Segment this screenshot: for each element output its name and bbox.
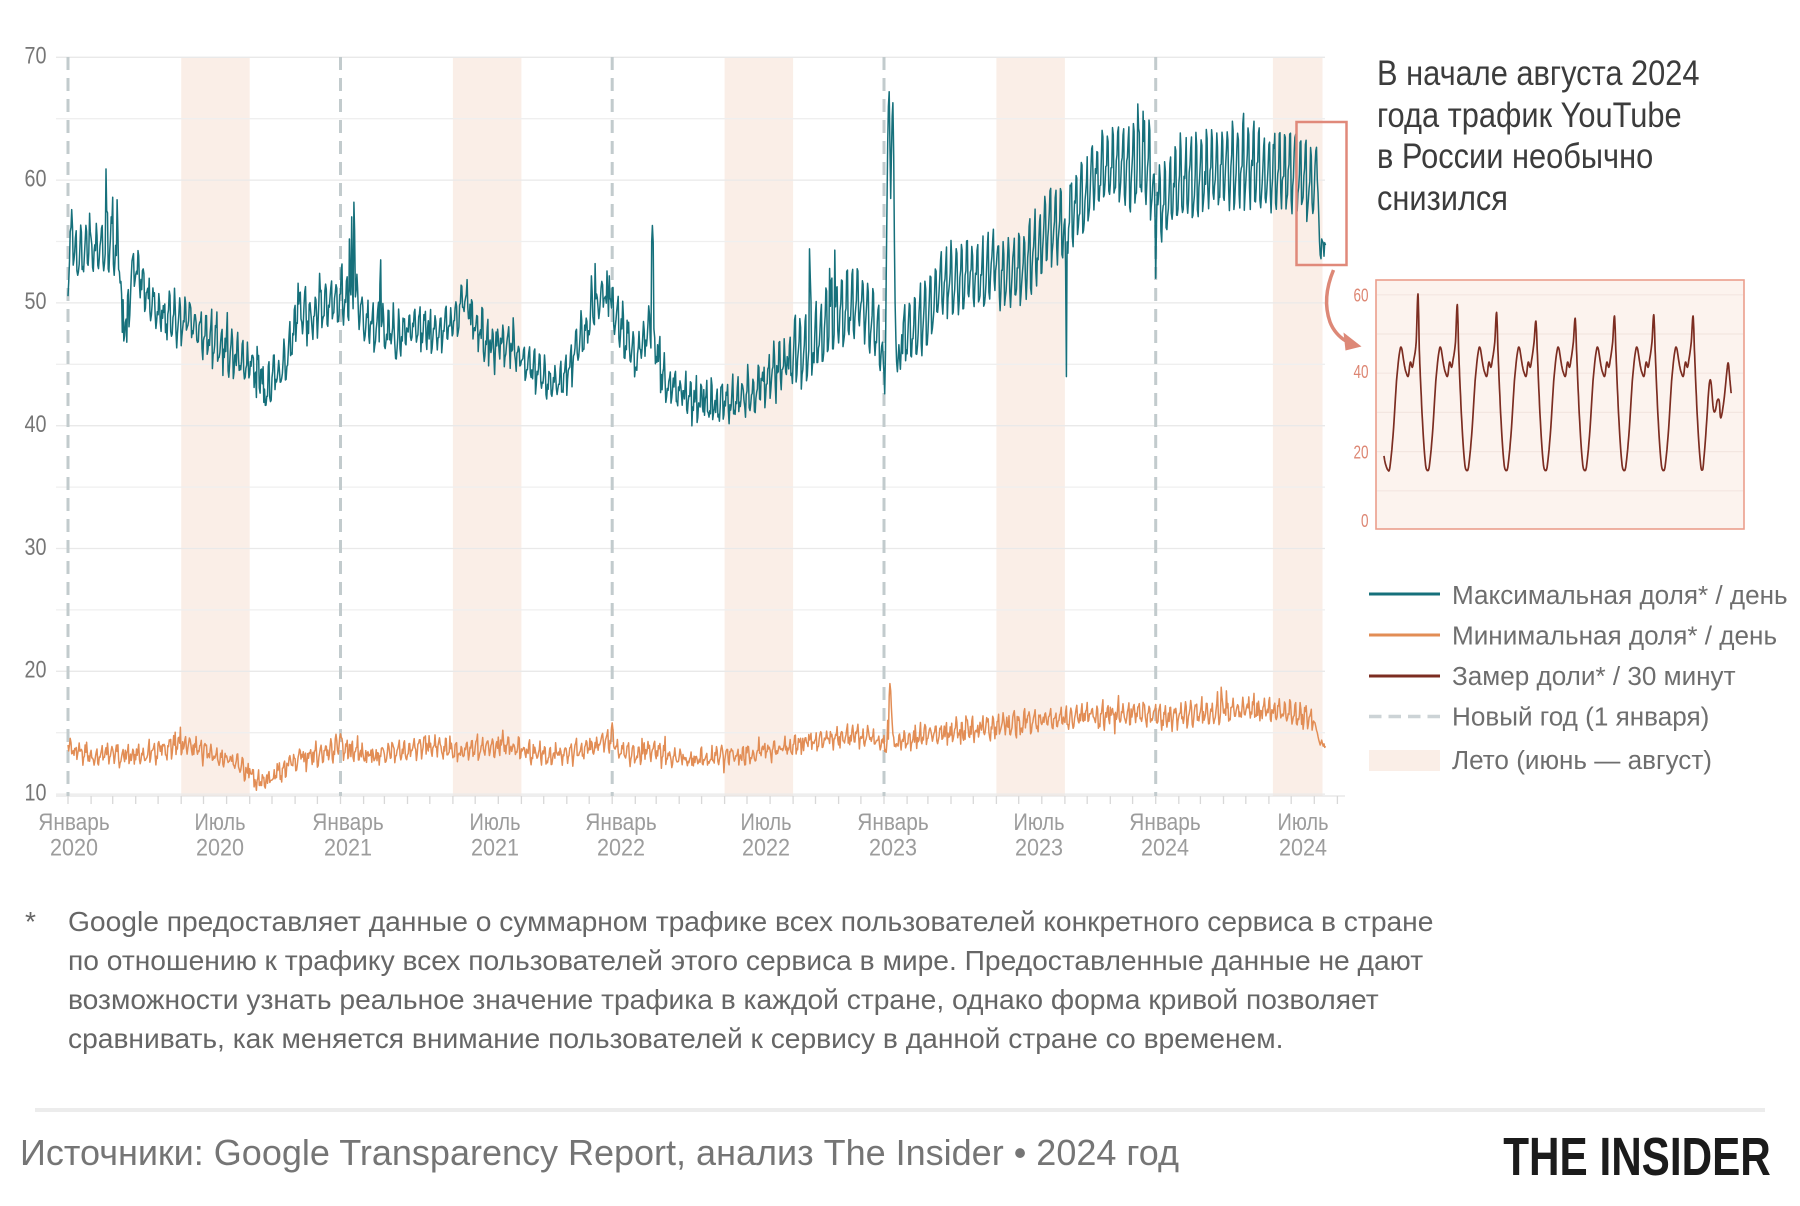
svg-text:Январь: Январь [38,809,109,836]
svg-text:10: 10 [25,779,47,806]
svg-text:Июль: Июль [1014,809,1065,836]
svg-text:Максимальная доля* / день: Максимальная доля* / день [1452,580,1788,610]
svg-text:0: 0 [1361,511,1369,531]
svg-text:2020: 2020 [196,835,244,862]
svg-text:60: 60 [25,165,47,192]
svg-text:40: 40 [25,411,47,438]
svg-text:2021: 2021 [324,835,372,862]
svg-text:Лето (июнь — август): Лето (июнь — август) [1452,745,1712,775]
svg-text:Январь: Январь [857,809,928,836]
svg-text:Июль: Июль [470,809,521,836]
svg-text:2020: 2020 [50,835,98,862]
svg-text:70: 70 [25,43,47,70]
svg-text:2024: 2024 [1279,835,1327,862]
svg-text:2024: 2024 [1141,835,1189,862]
svg-text:2021: 2021 [471,835,519,862]
svg-text:2022: 2022 [597,835,645,862]
svg-text:Июль: Июль [195,809,246,836]
svg-text:Замер доли* / 30 минут: Замер доли* / 30 минут [1452,661,1736,691]
svg-text:Январь: Январь [1129,809,1200,836]
svg-text:50: 50 [25,288,47,315]
svg-text:Минимальная доля* / день: Минимальная доля* / день [1452,621,1777,651]
svg-text:20: 20 [25,657,47,684]
svg-text:2022: 2022 [742,835,790,862]
svg-text:2023: 2023 [1015,835,1063,862]
svg-text:Январь: Январь [585,809,656,836]
svg-text:40: 40 [1354,362,1369,382]
svg-text:60: 60 [1354,285,1369,305]
svg-text:Новый год (1 января): Новый год (1 января) [1452,702,1709,732]
svg-text:Июль: Июль [1278,809,1329,836]
svg-text:2023: 2023 [869,835,917,862]
svg-text:30: 30 [25,534,47,561]
svg-text:Январь: Январь [312,809,383,836]
svg-text:20: 20 [1354,442,1369,462]
svg-text:Июль: Июль [741,809,792,836]
